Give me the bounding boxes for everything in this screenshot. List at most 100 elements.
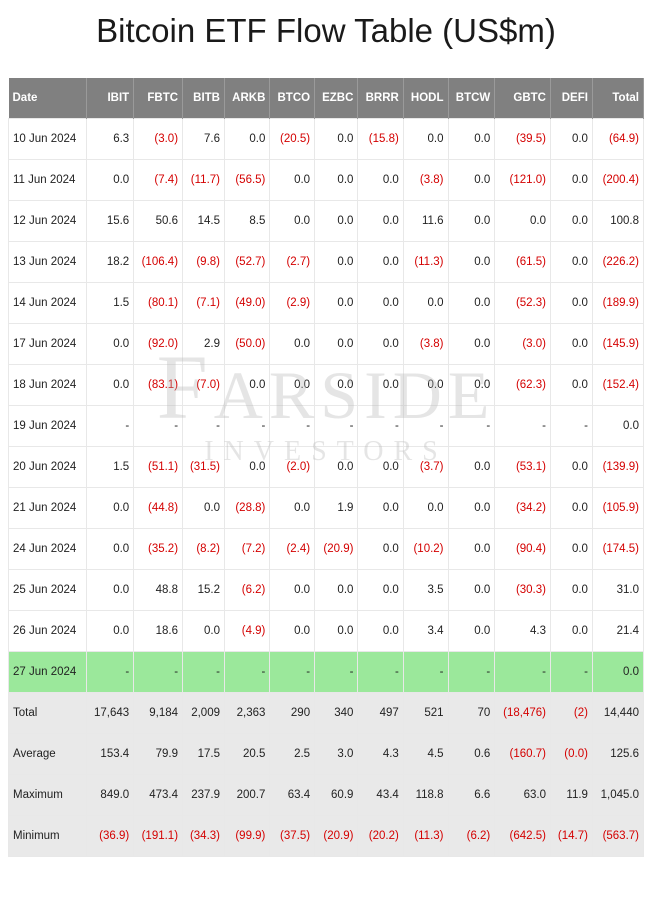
value-cell: 0.0 — [86, 488, 133, 529]
table-row: 18 Jun 20240.0(83.1)(7.0)0.00.00.00.00.0… — [9, 365, 644, 406]
summary-cell: 473.4 — [134, 775, 183, 816]
value-cell: (174.5) — [592, 529, 643, 570]
value-cell: 4.3 — [495, 611, 551, 652]
value-cell: (3.0) — [495, 324, 551, 365]
summary-row: Average153.479.917.520.52.53.04.34.50.6(… — [9, 734, 644, 775]
summary-cell: 2,009 — [183, 693, 225, 734]
value-cell: 0.0 — [448, 283, 495, 324]
summary-cell: 2.5 — [270, 734, 315, 775]
value-cell: 1.5 — [86, 283, 133, 324]
value-cell: 8.5 — [225, 201, 270, 242]
value-cell: - — [86, 406, 133, 447]
value-cell: 0.0 — [315, 201, 358, 242]
summary-row: Maximum849.0473.4237.9200.763.460.943.41… — [9, 775, 644, 816]
summary-cell: 521 — [403, 693, 448, 734]
value-cell: 0.0 — [448, 611, 495, 652]
value-cell: (2.7) — [270, 242, 315, 283]
value-cell: 0.0 — [270, 160, 315, 201]
value-cell: (51.1) — [134, 447, 183, 488]
summary-cell: 1,045.0 — [592, 775, 643, 816]
summary-cell: 79.9 — [134, 734, 183, 775]
value-cell: 0.0 — [448, 119, 495, 160]
summary-label: Average — [9, 734, 87, 775]
value-cell: 0.0 — [86, 529, 133, 570]
value-cell: (61.5) — [495, 242, 551, 283]
value-cell: - — [403, 406, 448, 447]
value-cell: 0.0 — [592, 406, 643, 447]
summary-cell: 3.0 — [315, 734, 358, 775]
summary-cell: 0.6 — [448, 734, 495, 775]
summary-cell: 6.6 — [448, 775, 495, 816]
value-cell: (28.8) — [225, 488, 270, 529]
value-cell: (3.8) — [403, 160, 448, 201]
summary-cell: 118.8 — [403, 775, 448, 816]
summary-cell: 70 — [448, 693, 495, 734]
table-row: 25 Jun 20240.048.815.2(6.2)0.00.00.03.50… — [9, 570, 644, 611]
summary-cell: (37.5) — [270, 816, 315, 857]
date-cell: 10 Jun 2024 — [9, 119, 87, 160]
value-cell: 18.2 — [86, 242, 133, 283]
value-cell: 3.5 — [403, 570, 448, 611]
value-cell: (11.7) — [183, 160, 225, 201]
date-cell: 26 Jun 2024 — [9, 611, 87, 652]
summary-cell: (14.7) — [550, 816, 592, 857]
value-cell: (226.2) — [592, 242, 643, 283]
col-header: EZBC — [315, 78, 358, 119]
value-cell: 0.0 — [403, 119, 448, 160]
value-cell: 0.0 — [550, 201, 592, 242]
summary-cell: (99.9) — [225, 816, 270, 857]
value-cell: - — [315, 406, 358, 447]
value-cell: 0.0 — [270, 201, 315, 242]
value-cell: 15.2 — [183, 570, 225, 611]
value-cell: (53.1) — [495, 447, 551, 488]
value-cell: (52.3) — [495, 283, 551, 324]
summary-cell: 125.6 — [592, 734, 643, 775]
value-cell: - — [358, 406, 403, 447]
value-cell: 0.0 — [358, 570, 403, 611]
value-cell: (92.0) — [134, 324, 183, 365]
value-cell: (2.0) — [270, 447, 315, 488]
value-cell: - — [134, 406, 183, 447]
date-cell: 27 Jun 2024 — [9, 652, 87, 693]
summary-cell: 17.5 — [183, 734, 225, 775]
value-cell: (49.0) — [225, 283, 270, 324]
summary-label: Minimum — [9, 816, 87, 857]
value-cell: 0.0 — [403, 365, 448, 406]
value-cell: (7.2) — [225, 529, 270, 570]
value-cell: 0.0 — [550, 119, 592, 160]
value-cell: 0.0 — [270, 365, 315, 406]
value-cell: - — [225, 406, 270, 447]
value-cell: 0.0 — [270, 488, 315, 529]
value-cell: - — [495, 406, 551, 447]
date-cell: 13 Jun 2024 — [9, 242, 87, 283]
value-cell: 0.0 — [183, 611, 225, 652]
col-header: BTCO — [270, 78, 315, 119]
summary-cell: 9,184 — [134, 693, 183, 734]
summary-cell: 20.5 — [225, 734, 270, 775]
value-cell: 1.5 — [86, 447, 133, 488]
value-cell: - — [315, 652, 358, 693]
summary-cell: 14,440 — [592, 693, 643, 734]
value-cell: (56.5) — [225, 160, 270, 201]
summary-cell: 4.5 — [403, 734, 448, 775]
value-cell: 0.0 — [315, 283, 358, 324]
summary-cell: (0.0) — [550, 734, 592, 775]
date-cell: 11 Jun 2024 — [9, 160, 87, 201]
value-cell: (106.4) — [134, 242, 183, 283]
col-header: BRRR — [358, 78, 403, 119]
value-cell: 0.0 — [358, 324, 403, 365]
value-cell: 0.0 — [448, 529, 495, 570]
summary-cell: 153.4 — [86, 734, 133, 775]
value-cell: (31.5) — [183, 447, 225, 488]
value-cell: 0.0 — [225, 119, 270, 160]
summary-cell: (642.5) — [495, 816, 551, 857]
date-cell: 19 Jun 2024 — [9, 406, 87, 447]
value-cell: 15.6 — [86, 201, 133, 242]
value-cell: (50.0) — [225, 324, 270, 365]
value-cell: (52.7) — [225, 242, 270, 283]
value-cell: 0.0 — [550, 447, 592, 488]
value-cell: (4.9) — [225, 611, 270, 652]
etf-flow-table: DateIBITFBTCBITBARKBBTCOEZBCBRRRHODLBTCW… — [8, 78, 644, 857]
summary-cell: 17,643 — [86, 693, 133, 734]
value-cell: (83.1) — [134, 365, 183, 406]
